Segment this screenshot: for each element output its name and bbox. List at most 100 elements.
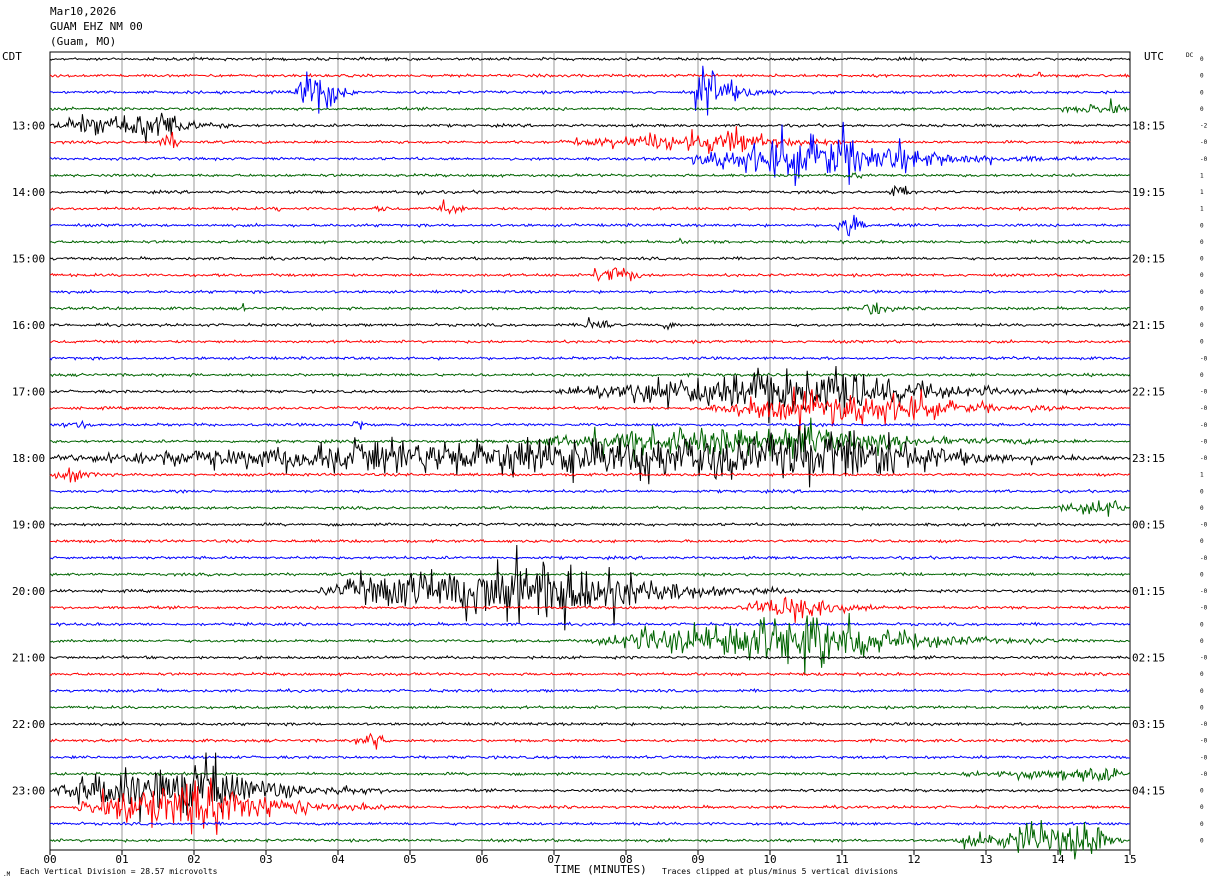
x-tick-label: 04 [331,853,345,866]
dc-offset-value: 0 [1200,638,1204,645]
x-tick-label: 03 [259,853,272,866]
dc-offset-value: 0 [1200,804,1204,811]
dc-offset-value: -0 [1200,738,1208,745]
trace-row [49,126,1131,154]
right-hour-label: 02:15 [1132,652,1165,665]
left-hour-label: 16:00 [12,319,45,332]
right-hour-labels: 18:15 19:15 20:15 21:15 22:15 23:15 00:15 01:15… [1132,120,1165,798]
dc-offset-value: 0 [1200,505,1204,512]
dc-offset-value: 1 [1200,172,1204,179]
left-hour-label: 14:00 [12,186,45,199]
trace-row [49,56,1131,62]
trace-row [49,98,1131,114]
dc-offset-value: 1 [1200,472,1204,479]
trace-row [49,767,1131,783]
trace-row [49,425,1131,488]
trace-row [49,596,1130,623]
footer-corner-mark: .M [3,871,11,878]
trace-row [49,112,1131,144]
plot-frame [49,51,1131,851]
dc-offset-value: 0 [1200,621,1204,628]
x-tick-label: 07 [547,853,560,866]
trace-row [49,821,1131,827]
trace-row [49,214,1131,237]
dc-offset-value: 0 [1200,239,1204,246]
trace-row [49,355,1131,361]
x-tick-label: 12 [907,853,920,866]
dc-offset-value: 0 [1200,788,1204,795]
right-hour-label: 01:15 [1132,585,1165,598]
dc-offset-value: 0 [1200,89,1204,96]
x-tick-label: 08 [619,853,632,866]
header-station: GUAM EHZ NM 00 [50,20,143,33]
left-hour-label: 17:00 [12,386,45,399]
trace-row [49,538,1131,544]
dc-offset-value: -0 [1200,605,1208,612]
trace-row [49,65,1131,116]
x-tick-label: 10 [763,853,776,866]
trace-row [49,555,1131,561]
trace-row [49,255,1131,261]
trace-row [49,386,1131,431]
trace-row [49,612,1131,676]
trace-row [49,184,1131,197]
dc-offset-value: 0 [1200,106,1204,113]
left-hour-label: 15:00 [12,253,45,266]
trace-row [49,199,1131,215]
dc-offset-value: -0 [1200,156,1208,163]
trace-row [49,544,1131,631]
left-axis-title: CDT [2,50,22,63]
dc-label: DC [1186,52,1194,59]
trace-row [49,704,1131,711]
right-hour-label: 04:15 [1132,785,1165,798]
trace-row [49,237,1131,245]
right-hour-label: 00:15 [1132,519,1165,532]
dc-offset-value: 0 [1200,372,1204,379]
trace-row [49,417,1131,462]
dc-offset-value: 0 [1200,821,1204,828]
x-tick-label: 14 [1051,853,1065,866]
trace-row [49,522,1131,528]
dc-offset-value: -0 [1200,721,1208,728]
trace-row [49,365,1131,424]
dc-offset-value: 0 [1200,704,1204,711]
left-hour-label: 21:00 [12,652,45,665]
left-hour-label: 18:00 [12,452,45,465]
dc-offset-value: 0 [1200,339,1204,346]
trace-row [49,721,1131,727]
trace-row [49,338,1131,345]
right-hour-label: 22:15 [1132,386,1165,399]
dc-offset-values: 0 0 0 0 -2 -0 -0 1 1 1 0 0 0 0 0 0 0 0 -0 0 -0 -0 -0 -0 -0 1 0 0 -0 0… [1200,56,1208,844]
trace-row [49,777,1131,835]
right-hour-label: 20:15 [1132,253,1165,266]
x-tick-label: 05 [403,853,416,866]
dc-offset-value: 0 [1200,837,1204,844]
dc-offset-value: 0 [1200,488,1204,495]
trace-row [49,499,1131,517]
dc-offset-value: -0 [1200,655,1208,662]
x-tick-label: 11 [835,853,848,866]
dc-offset-value: 0 [1200,688,1204,695]
trace-row [49,288,1131,295]
header-date: Mar10,2026 [50,5,116,18]
x-tick-label: 09 [691,853,704,866]
x-tick-label: 02 [187,853,200,866]
right-hour-label: 18:15 [1132,120,1165,133]
trace-row [49,621,1131,627]
x-tick-labels: 00 01 02 03 04 05 06 07 08 09 10 11 12 13 14 15 [43,850,1137,866]
right-hour-label: 19:15 [1132,186,1165,199]
trace-row [49,121,1131,187]
trace-row [49,732,1131,750]
trace-row [49,71,1131,79]
trace-row [49,820,1131,860]
x-tick-label: 01 [115,853,128,866]
trace-row [49,571,1131,578]
dc-offset-value: 0 [1200,73,1204,80]
scale-note: Each Vertical Division = 28.57 microvolt… [20,867,218,876]
header-location: (Guam, MO) [50,35,116,48]
dc-offset-value: -0 [1200,389,1208,396]
x-tick-label: 15 [1123,853,1136,866]
trace-row [49,467,1131,483]
left-hour-label: 13:00 [12,120,45,133]
